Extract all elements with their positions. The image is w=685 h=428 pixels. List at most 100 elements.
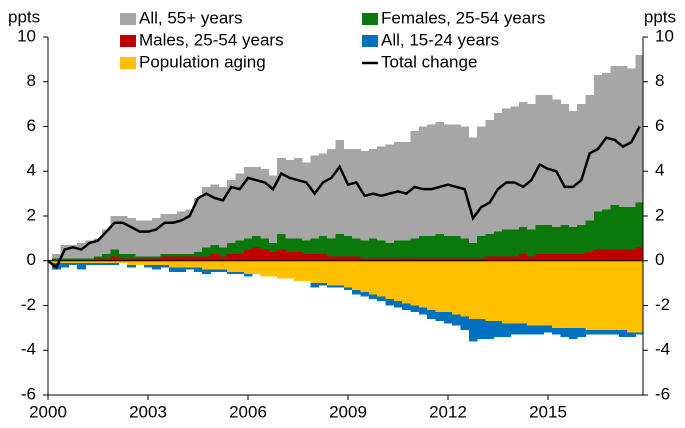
bar	[193, 198, 203, 252]
bar	[377, 258, 386, 261]
bar	[518, 260, 528, 324]
bar	[243, 238, 253, 250]
bar	[310, 238, 320, 255]
bar	[635, 260, 643, 333]
bar	[260, 238, 270, 250]
y-tick-label: 6	[27, 116, 36, 135]
bar	[60, 262, 70, 268]
legend-swatch	[120, 57, 136, 69]
bar	[168, 256, 178, 261]
bar	[368, 294, 378, 299]
bar	[352, 289, 361, 295]
y-tick-label: 4	[27, 161, 36, 180]
bar	[252, 166, 261, 237]
bar	[143, 265, 153, 268]
bar	[318, 254, 328, 261]
bar	[52, 260, 61, 263]
bar	[402, 142, 411, 241]
bar	[577, 254, 586, 261]
bar	[610, 249, 620, 261]
y2-tick-label: 6	[655, 116, 664, 135]
bar	[185, 267, 195, 270]
bar	[352, 256, 361, 261]
bar	[410, 258, 420, 261]
bar	[460, 260, 470, 317]
bar	[285, 238, 295, 252]
bar	[202, 247, 211, 257]
bar	[377, 296, 386, 302]
bar	[593, 75, 603, 212]
bar	[402, 240, 411, 259]
bar	[393, 301, 403, 308]
bar	[277, 157, 286, 234]
bar	[618, 249, 628, 261]
bar	[460, 258, 470, 261]
bar	[202, 269, 211, 275]
bar	[585, 95, 595, 221]
bar	[393, 258, 403, 261]
bar	[427, 258, 436, 261]
bar	[285, 260, 295, 279]
legend-swatch	[362, 13, 378, 25]
bar	[610, 204, 620, 250]
bar	[435, 233, 445, 259]
bar	[168, 254, 178, 257]
bar	[568, 260, 578, 328]
bar	[535, 95, 545, 225]
bar	[110, 216, 120, 250]
bar	[610, 260, 620, 331]
bar	[552, 99, 561, 228]
bar	[343, 256, 353, 261]
bar	[285, 160, 295, 239]
bar	[635, 202, 643, 248]
bar	[302, 260, 311, 281]
bar	[410, 238, 420, 259]
bar	[418, 260, 428, 308]
bar	[302, 254, 311, 261]
bar	[427, 309, 436, 319]
bar	[143, 258, 153, 261]
bar	[427, 124, 436, 237]
x-tick-label: 2000	[29, 402, 67, 421]
bar	[518, 227, 528, 255]
bar	[60, 258, 70, 261]
bar	[552, 227, 561, 255]
bar	[468, 258, 478, 261]
bar	[327, 148, 336, 239]
bar	[610, 66, 620, 205]
bar	[502, 256, 511, 261]
bar	[143, 256, 153, 259]
line	[48, 125, 641, 270]
bar	[210, 254, 220, 261]
bar	[210, 184, 220, 246]
bar	[602, 72, 611, 210]
bar	[410, 305, 420, 313]
bar	[518, 254, 528, 261]
bar	[152, 265, 161, 270]
legend-label: Population aging	[139, 52, 266, 71]
bar	[335, 233, 345, 257]
bar	[177, 211, 186, 255]
bar	[502, 108, 511, 230]
bar	[177, 267, 186, 272]
bar	[102, 260, 111, 263]
bar	[135, 258, 145, 261]
bar	[85, 258, 95, 261]
bar	[468, 242, 478, 259]
bar	[393, 240, 403, 259]
bar	[443, 258, 453, 261]
bar	[277, 260, 286, 279]
bar	[535, 224, 545, 255]
bar	[468, 137, 478, 243]
bar	[85, 260, 95, 263]
bar	[235, 260, 245, 272]
bar	[493, 321, 503, 337]
bar	[85, 262, 95, 266]
bar	[202, 186, 211, 248]
bar	[293, 251, 303, 261]
bar	[460, 126, 470, 239]
y2-tick-label: -4	[655, 340, 670, 359]
bar	[360, 240, 370, 259]
bar	[560, 254, 570, 261]
